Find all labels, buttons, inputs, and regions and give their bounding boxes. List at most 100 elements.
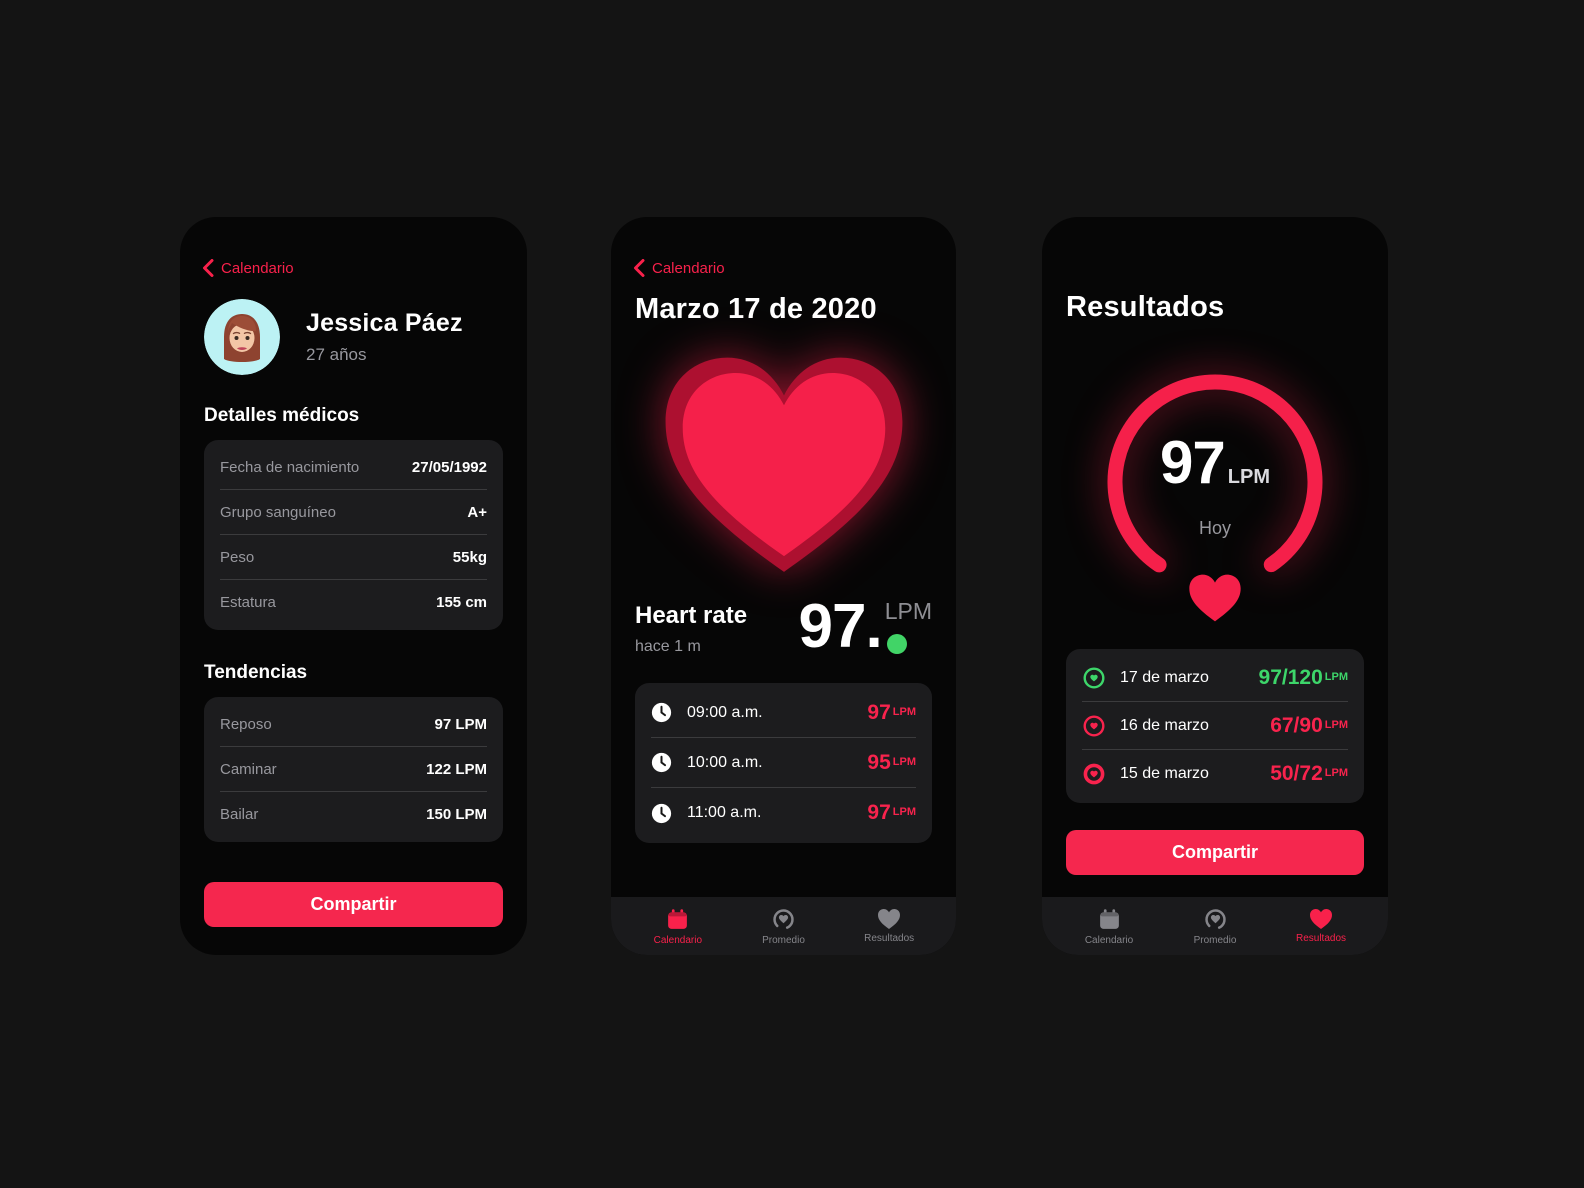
list-item: 09:00 a.m. 97 LPM [651, 688, 916, 738]
history-date: 15 de marzo [1120, 765, 1209, 782]
tab-resultados[interactable]: Resultados [844, 908, 934, 944]
table-row: Peso 55kg [220, 535, 487, 580]
reading-value: 95 [867, 750, 891, 774]
row-label: Estatura [220, 594, 276, 611]
row-value: 97 LPM [434, 715, 487, 733]
heart-icon [878, 909, 901, 929]
back-label: Calendario [652, 259, 725, 277]
history-unit: LPM [1324, 670, 1348, 683]
metric-left: Heart rate hace 1 m [635, 602, 747, 656]
ring-caption: Hoy [1198, 518, 1231, 538]
live-indicator-dot [886, 634, 907, 654]
row-label: Grupo sanguíneo [220, 503, 336, 521]
bpm-unit: LPM [884, 598, 932, 624]
tab-calendario[interactable]: Calendario [1064, 907, 1154, 946]
ring-bpm-unit: LPM [1227, 466, 1270, 488]
table-row: Caminar 122 LPM [220, 747, 487, 792]
list-item: 15 de marzo 50/72 LPM [1082, 750, 1348, 798]
row-label: Reposo [220, 715, 272, 733]
ring-heart-icon [1082, 666, 1106, 690]
phone-profile-screen: Calendario Jessica Páez 27 años [180, 217, 527, 955]
clock-icon [651, 803, 672, 824]
list-item: 10:00 a.m. 95 LPM [651, 738, 916, 788]
big-heart-illustration [611, 340, 956, 592]
readings-card: 09:00 a.m. 97 LPM 10:00 a.m. 95 LPM [635, 683, 932, 843]
reading-unit: LPM [892, 705, 916, 718]
back-chevron-icon [634, 259, 645, 277]
row-value: 27/05/1992 [411, 458, 487, 476]
tab-label: Promedio [1193, 934, 1237, 946]
heart-icon [665, 357, 902, 572]
table-row: Bailar 150 LPM [220, 792, 487, 837]
history-date: 17 de marzo [1120, 668, 1209, 686]
row-value: 122 LPM [426, 760, 487, 778]
profile-header: Jessica Páez 27 años [204, 299, 503, 375]
list-item: 17 de marzo 97/120 LPM [1082, 654, 1348, 702]
row-label: Fecha de nacimiento [220, 458, 360, 476]
back-label: Calendario [221, 259, 294, 277]
memoji-avatar-icon [204, 299, 280, 375]
history-date: 16 de marzo [1120, 716, 1209, 734]
bpm-value: 97. [798, 592, 883, 661]
section-title-trends: Tendencias [204, 662, 308, 683]
share-button[interactable]: Compartir [204, 882, 503, 927]
share-button[interactable]: Compartir [1066, 830, 1364, 875]
gauge-heart-icon [773, 908, 794, 930]
tab-resultados[interactable]: Resultados [1276, 908, 1366, 944]
calendar-icon [668, 908, 688, 929]
history-unit: LPM [1324, 767, 1348, 779]
avatar [204, 299, 280, 375]
back-button[interactable]: Calendario [633, 259, 725, 277]
profile-age: 27 años [306, 345, 367, 364]
phone-heart-rate-screen: Calendario Marzo 17 de 2020 Heart rate h… [611, 217, 956, 955]
tab-label: Calendario [1084, 934, 1134, 946]
table-row: Estatura 155 cm [220, 580, 487, 625]
list-item: 11:00 a.m. 97 LPM [651, 788, 916, 838]
ring-bpm-value: 97 [1160, 429, 1226, 496]
tab-label: Resultados [1295, 933, 1347, 944]
table-row: Grupo sanguíneo A+ [220, 490, 487, 535]
phone-results-screen: Resultados 97 LPM Hoy [1042, 217, 1388, 955]
metric-timestamp: hace 1 m [635, 638, 701, 655]
heart-rate-ring: 97 LPM Hoy [1042, 336, 1388, 636]
tab-label: Resultados [864, 933, 915, 944]
row-value: A+ [467, 503, 487, 521]
tab-bar: Calendario Promedio Resultados [1042, 897, 1388, 955]
reading-time: 09:00 a.m. [687, 703, 763, 721]
back-chevron-icon [203, 259, 214, 277]
heart-icon [1189, 574, 1241, 622]
page-title: Resultados [1066, 291, 1225, 323]
heart-rate-metric: Heart rate hace 1 m 97. LPM [635, 592, 932, 661]
table-row: Reposo 97 LPM [220, 702, 487, 747]
calendar-icon [1099, 908, 1119, 929]
table-row: Fecha de nacimiento 27/05/1992 [220, 445, 487, 490]
section-title-medical-details: Detalles médicos [204, 405, 360, 426]
reading-time: 10:00 a.m. [687, 753, 763, 771]
tab-label: Promedio [762, 934, 805, 946]
row-value: 150 LPM [426, 806, 487, 823]
page-title: Marzo 17 de 2020 [635, 293, 877, 325]
history-value: 97/120 [1258, 665, 1323, 689]
tab-promedio[interactable]: Promedio [738, 907, 828, 946]
reading-unit: LPM [892, 806, 916, 818]
row-value: 55kg [452, 548, 487, 566]
reading-value: 97 [867, 801, 891, 824]
ring-heart-icon [1082, 762, 1106, 786]
progress-ring-icon [1107, 374, 1323, 590]
row-label: Peso [220, 548, 255, 566]
reading-time: 11:00 a.m. [687, 804, 762, 821]
history-value: 67/90 [1270, 713, 1323, 737]
heart-icon [1310, 909, 1332, 929]
back-button[interactable]: Calendario [202, 259, 294, 277]
row-label: Caminar [220, 760, 277, 778]
history-card: 17 de marzo 97/120 LPM 16 de marzo 67/90… [1066, 649, 1364, 803]
reading-unit: LPM [892, 755, 916, 768]
clock-icon [651, 752, 672, 773]
medical-details-card: Fecha de nacimiento 27/05/1992 Grupo san… [204, 440, 503, 630]
tab-promedio[interactable]: Promedio [1170, 907, 1260, 946]
tab-label: Calendario [653, 934, 703, 946]
profile-name: Jessica Páez [306, 309, 463, 337]
tab-calendario[interactable]: Calendario [633, 907, 723, 946]
reading-value: 97 [867, 700, 891, 724]
history-unit: LPM [1324, 718, 1348, 731]
